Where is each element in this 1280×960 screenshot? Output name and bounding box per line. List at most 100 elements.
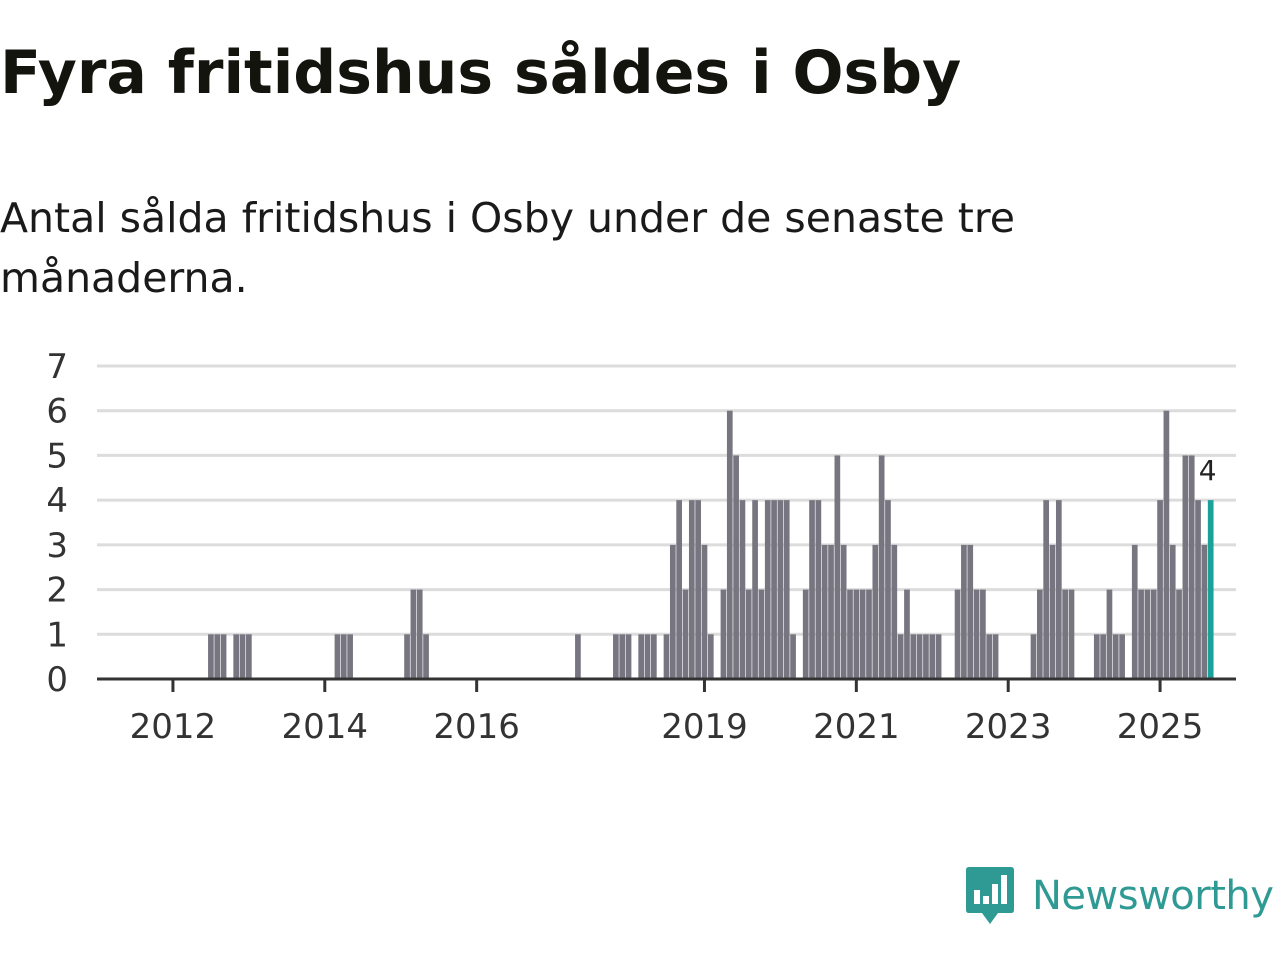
- bar: [1150, 589, 1157, 679]
- bar: [1138, 589, 1144, 679]
- bar: [777, 500, 784, 679]
- bar: [885, 500, 891, 679]
- bar: [834, 455, 841, 679]
- bar: [625, 634, 632, 679]
- bar: [575, 634, 581, 679]
- bar: [669, 544, 676, 679]
- x-tick-label: 2025: [1117, 707, 1204, 747]
- x-tick-label: 2021: [813, 707, 900, 747]
- bar: [828, 544, 834, 679]
- bar: [701, 544, 708, 679]
- bar: [929, 634, 936, 679]
- bar: [790, 634, 796, 679]
- highlight-value-label: 4: [1199, 454, 1217, 487]
- bar: [1182, 455, 1189, 679]
- bar: [416, 589, 423, 679]
- bar: [739, 500, 746, 679]
- bar: [1100, 634, 1106, 679]
- bar: [1119, 634, 1125, 679]
- bar: [923, 634, 929, 679]
- bar: [676, 500, 683, 679]
- bar: [980, 589, 986, 679]
- bar: [992, 634, 999, 679]
- bar: [986, 634, 993, 679]
- bar: [334, 634, 341, 679]
- y-tick-label: 0: [46, 660, 68, 700]
- bar: [764, 500, 771, 679]
- bar: [663, 634, 670, 679]
- bar: [916, 634, 923, 679]
- bar: [802, 589, 809, 679]
- x-tick-label: 2016: [433, 707, 520, 747]
- bar: [726, 410, 733, 679]
- bar: [733, 455, 739, 679]
- bar: [1176, 589, 1182, 679]
- bar: [910, 634, 917, 679]
- y-tick-label: 2: [46, 571, 68, 611]
- bar: [847, 589, 853, 679]
- bar: [208, 634, 214, 679]
- bar: [1201, 544, 1208, 679]
- bar: [1188, 455, 1195, 679]
- bar: [1144, 589, 1151, 679]
- bar: [954, 589, 961, 679]
- bar: [720, 589, 727, 679]
- x-tick-label: 2023: [965, 707, 1052, 747]
- x-tick-label: 2014: [282, 707, 369, 747]
- x-tick-label: 2019: [661, 707, 748, 747]
- bar: [220, 634, 227, 679]
- y-tick-label: 6: [46, 392, 68, 432]
- bar: [1043, 500, 1050, 679]
- y-tick-label: 1: [46, 615, 68, 655]
- bar: [1030, 634, 1037, 679]
- bar: [935, 634, 942, 679]
- bar: [891, 544, 898, 679]
- bar: [1036, 589, 1043, 679]
- bar: [423, 634, 429, 679]
- y-tick-label: 7: [46, 347, 68, 387]
- gridlines: [97, 364, 1236, 636]
- bar: [682, 589, 689, 679]
- bar: [872, 544, 879, 679]
- bar: [1055, 500, 1062, 679]
- bar: [246, 634, 252, 679]
- bar: [1068, 589, 1075, 679]
- bar: [695, 500, 701, 679]
- bar: [1131, 544, 1138, 679]
- y-tick-label: 4: [46, 481, 68, 521]
- bar: [340, 634, 347, 679]
- chart-title: Fyra fritidshus såldes i Osby: [0, 38, 962, 108]
- newsworthy-logo-icon: [966, 867, 1014, 924]
- bar: [815, 500, 822, 679]
- bar: [745, 589, 752, 679]
- x-tick-label: 2012: [130, 707, 217, 747]
- bar: [1163, 410, 1170, 679]
- bar: [821, 544, 828, 679]
- bar: [404, 634, 410, 679]
- chart-subtitle: Antal sålda fritidshus i Osby under de s…: [0, 194, 1016, 302]
- axes: [97, 677, 1236, 692]
- bar: [1157, 500, 1163, 679]
- bar: [1093, 634, 1100, 679]
- bar-highlight: [1207, 500, 1214, 679]
- bar: [644, 634, 651, 679]
- bar: [866, 589, 872, 679]
- bar: [347, 634, 353, 679]
- y-tick-label: 5: [46, 436, 68, 476]
- newsworthy-logo: Newsworthy: [964, 866, 1274, 926]
- y-tick-label: 3: [46, 526, 68, 566]
- bar: [840, 544, 847, 679]
- bar: [410, 589, 417, 679]
- bar: [638, 634, 645, 679]
- bar: [613, 634, 619, 679]
- bar: [233, 634, 240, 679]
- bar: [783, 500, 790, 679]
- bar: [1112, 634, 1119, 679]
- bar: [752, 500, 758, 679]
- bar: [214, 634, 221, 679]
- bar: [859, 589, 866, 679]
- bar: [758, 589, 765, 679]
- bar: [1169, 544, 1176, 679]
